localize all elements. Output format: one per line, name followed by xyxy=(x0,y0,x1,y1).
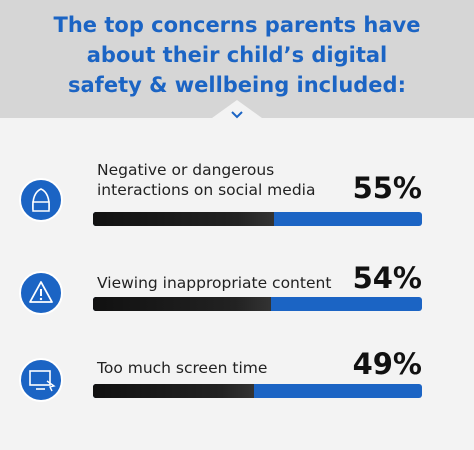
category-label: Negative or dangerous interactions on so… xyxy=(97,161,316,199)
value-label: 49% xyxy=(352,347,422,381)
chart-title: The top concerns parents have about thei… xyxy=(53,13,421,97)
bar xyxy=(93,297,271,311)
value-label: 55% xyxy=(352,171,422,205)
header-band xyxy=(0,0,474,118)
bar-track xyxy=(93,212,422,226)
notch xyxy=(212,100,262,119)
bar xyxy=(93,212,274,226)
bar-track xyxy=(93,297,422,311)
icon-hacker xyxy=(19,178,63,222)
icon-screen xyxy=(19,358,63,402)
icon-warning xyxy=(19,271,63,315)
bar-track xyxy=(93,384,422,398)
bar xyxy=(93,384,255,398)
value-label: 54% xyxy=(352,261,422,295)
category-label: Viewing inappropriate content xyxy=(97,274,332,292)
category-label: Too much screen time xyxy=(97,359,268,377)
